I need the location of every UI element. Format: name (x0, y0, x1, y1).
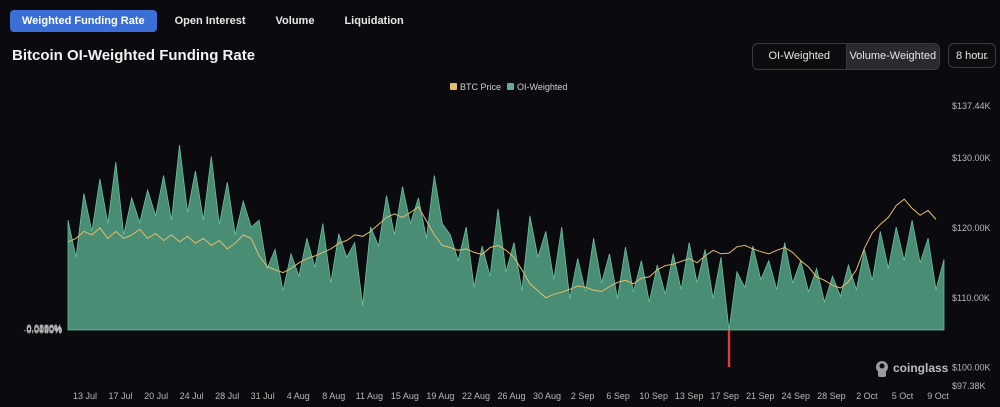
x-tick-label: 6 Sep (606, 391, 630, 401)
right-tick-label: $137.44K (952, 101, 991, 111)
x-tick-label: 13 Jul (73, 391, 97, 401)
left-axis: 0.0200%0.0150%0.0100%0.0050%0%-0.0050% (23, 323, 62, 336)
x-tick-label: 4 Aug (287, 391, 310, 401)
x-tick-label: 8 Aug (322, 391, 345, 401)
right-tick-label: $97.38K (952, 381, 986, 391)
btc-price-line (67, 198, 937, 299)
chevron-updown-icon: ⌃⌄ (974, 51, 990, 61)
x-tick-label: 26 Aug (497, 391, 525, 401)
tab-liquidation[interactable]: Liquidation (344, 15, 404, 27)
metric-tabs: Weighted Funding Rate Open Interest Volu… (10, 10, 416, 32)
weighting-toggle: OI-Weighted Volume-Weighted (752, 43, 940, 70)
legend-label-btc-price: BTC Price (460, 82, 501, 92)
tab-volume[interactable]: Volume (275, 15, 315, 27)
x-tick-label: 2 Sep (571, 391, 595, 401)
x-tick-label: 30 Aug (533, 391, 561, 401)
tab-open-interest[interactable]: Open Interest (174, 15, 246, 27)
right-tick-label: $100.00K (952, 363, 991, 373)
x-tick-label: 22 Aug (462, 391, 490, 401)
negative-funding-bar (727, 330, 731, 367)
x-axis: 13 Jul 17 Jul 20 Jul 24 Jul 28 Jul 31 Jul 4 Au… (73, 391, 949, 401)
x-tick-label: 17 Jul (108, 391, 132, 401)
right-tick-label: $110.00K (952, 293, 990, 303)
volume-weighted-option[interactable]: Volume-Weighted (846, 44, 939, 69)
x-tick-label: 28 Sep (817, 391, 846, 401)
left-tick-label: 0.0100% (26, 324, 62, 334)
x-tick-label: 11 Aug (356, 391, 383, 401)
left-tick-label: 0.0150% (26, 323, 62, 333)
x-tick-label: 17 Sep (711, 391, 740, 401)
x-tick-label: 31 Jul (251, 391, 275, 401)
coinglass-watermark: coinglass (876, 361, 949, 377)
right-tick-label: $120.00K (952, 223, 991, 233)
x-tick-label: 15 Aug (391, 391, 419, 401)
x-tick-label: 24 Jul (180, 391, 204, 401)
x-tick-label: 24 Sep (782, 391, 811, 401)
page-title: Bitcoin OI-Weighted Funding Rate (12, 47, 256, 64)
interval-select[interactable]: 8 hour ⌃⌄ (948, 43, 996, 68)
left-tick-label: 0.0200% (26, 323, 62, 333)
interval-value: 8 hour (956, 50, 988, 62)
legend-label-oi-weighted: OI-Weighted (517, 82, 567, 92)
x-tick-label: 9 Oct (927, 391, 949, 401)
x-tick-label: 19 Aug (426, 391, 454, 401)
x-tick-label: 10 Sep (639, 391, 668, 401)
x-tick-label: 2 Oct (856, 391, 878, 401)
oi-weighted-area (67, 145, 945, 331)
left-tick-label: -0.0050% (23, 326, 62, 336)
x-tick-label: 5 Oct (892, 391, 914, 401)
x-tick-label: 28 Jul (215, 391, 239, 401)
coinglass-logo-icon (876, 361, 888, 377)
tab-weighted-funding-rate[interactable]: Weighted Funding Rate (10, 10, 157, 32)
oi-weighted-option[interactable]: OI-Weighted (753, 44, 847, 69)
legend: BTC Price OI-Weighted (450, 82, 567, 92)
left-tick-label: 0% (49, 325, 62, 335)
legend-swatch-oi-weighted (507, 83, 514, 90)
x-tick-label: 13 Sep (675, 391, 704, 401)
watermark-text: coinglass (893, 361, 949, 375)
x-tick-label: 21 Sep (746, 391, 775, 401)
x-tick-label: 20 Jul (144, 391, 168, 401)
right-tick-label: $130.00K (952, 153, 991, 163)
right-axis: $137.44K $130.00K $120.00K $110.00K $100.00K… (952, 101, 991, 391)
left-tick-label: 0.0050% (26, 324, 62, 334)
legend-swatch-btc-price (450, 83, 457, 90)
